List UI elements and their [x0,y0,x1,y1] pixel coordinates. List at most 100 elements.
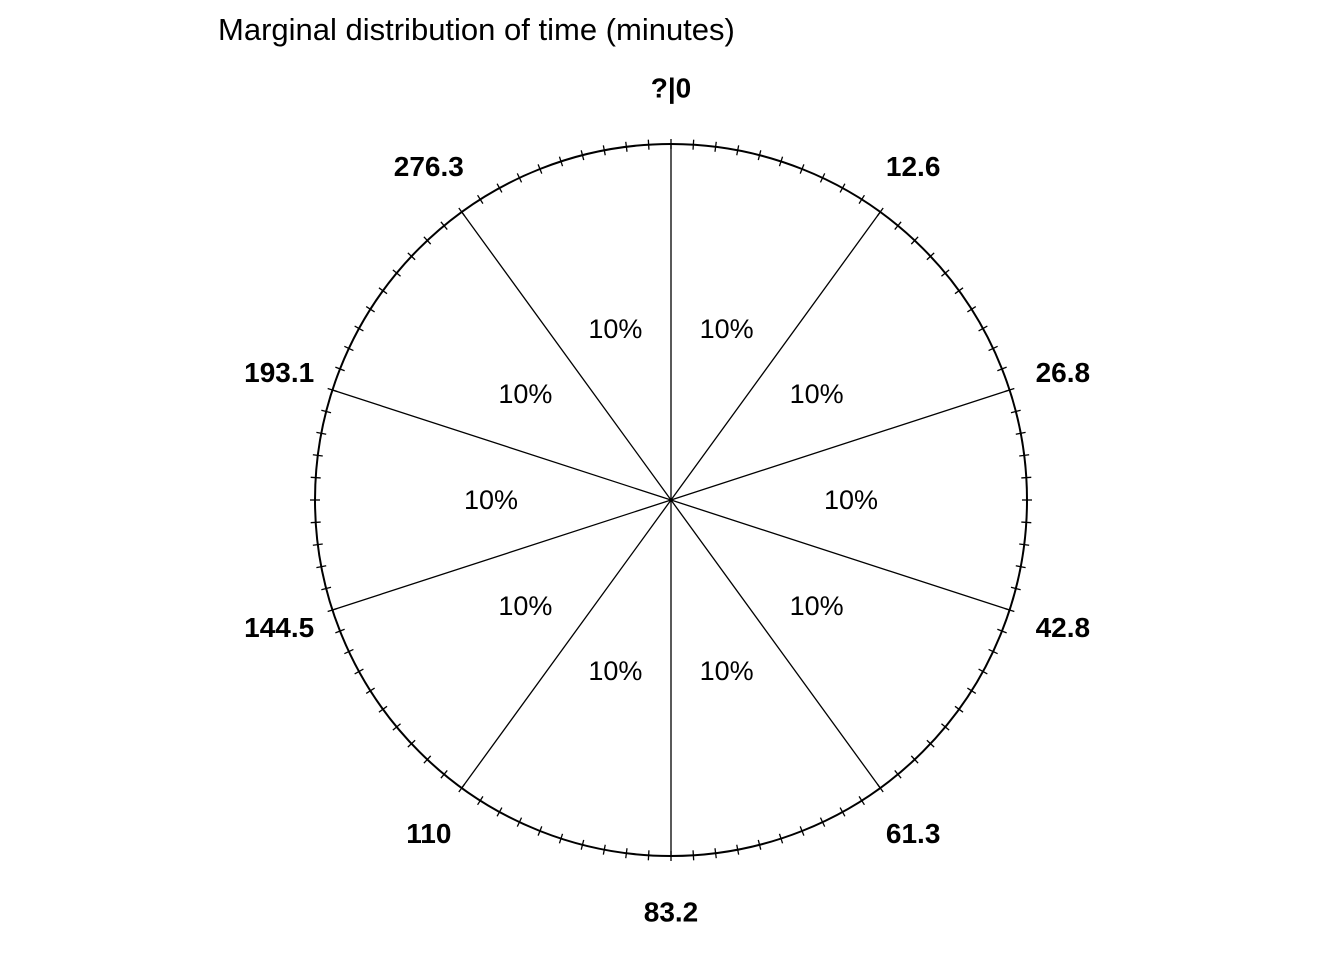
slice-label: 10% [498,379,552,409]
rim-tick [537,164,543,174]
rim-tick [988,345,998,352]
slice-label: 10% [700,314,754,344]
rim-tick [558,156,564,167]
boundary-label: 193.1 [244,357,314,388]
rim-tick [926,252,935,261]
rim-tick [819,173,826,183]
rim-tick [392,269,401,277]
rim-tick [310,521,321,524]
boundary-label: ?|0 [651,73,692,104]
rim-tick [602,145,606,156]
rim-tick [1010,586,1021,591]
boundary-spoke [670,499,881,789]
rim-tick [1019,543,1030,546]
chart-title: Marginal distribution of time (minutes) [218,12,735,47]
rim-tick [967,306,977,313]
rim-tick [1021,521,1032,524]
boundary-label: 83.2 [644,897,699,928]
boundary-label: 26.8 [1036,357,1091,388]
rim-tick [1021,476,1032,479]
rim-tick [647,139,650,150]
rim-tick [354,668,364,675]
rim-tick [1015,565,1026,569]
slice-label: 10% [824,485,878,515]
rim-tick [316,565,327,569]
rim-tick [997,628,1007,634]
rim-tick [997,366,1007,372]
rim-tick [954,287,964,295]
rim-tick [423,236,432,245]
rim-tick [440,221,448,230]
rim-tick [799,164,805,174]
rim-tick [321,409,332,414]
rim-tick [757,150,762,161]
rim-tick [580,839,585,850]
rim-tick [988,648,998,655]
slice-label: 10% [498,591,552,621]
rim-tick [344,345,354,352]
rim-tick [941,269,950,277]
rim-tick [926,739,935,748]
slice-label: 10% [588,656,642,686]
boundary-label: 12.6 [886,151,941,182]
boundary-spoke [670,211,881,501]
rim-tick [799,826,805,836]
rim-tick [954,705,964,713]
boundary-label: 42.8 [1036,612,1091,643]
rim-tick [580,150,585,161]
rim-tick [858,194,865,204]
boundary-label: 276.3 [394,151,464,182]
rim-tick [625,848,628,859]
rim-tick [736,844,740,855]
rim-tick [1019,454,1030,457]
rim-tick [378,287,388,295]
rim-tick [647,850,650,861]
rim-tick [978,668,988,675]
rim-tick [392,723,401,731]
rim-ticks [310,139,1032,861]
rim-tick [310,476,321,479]
rim-tick [537,826,543,836]
rim-tick [365,306,375,313]
slice-label: 10% [790,379,844,409]
rim-tick [1010,409,1021,414]
boundary-spoke [670,499,1010,611]
rim-tick [440,770,448,779]
slice-label: 10% [700,656,754,686]
rim-tick [344,648,354,655]
rim-tick [978,325,988,332]
rim-tick [736,145,740,156]
boundary-spoke [332,499,672,611]
rim-tick [692,139,695,150]
rim-tick [819,817,826,827]
rim-tick [839,807,846,817]
rim-tick [894,770,902,779]
rim-tick [312,543,323,546]
rim-tick [335,628,345,634]
boundary-label: 110 [406,818,451,849]
rim-tick [714,848,717,859]
boundary-label: 144.5 [244,612,314,643]
rim-tick [941,723,950,731]
boundary-label: 61.3 [886,818,941,849]
boundary-spoke [670,389,1010,501]
boundary-spoke [332,389,672,501]
rim-tick [839,183,846,193]
rim-tick [714,141,717,152]
slice-label: 10% [790,591,844,621]
rim-tick [910,236,919,245]
rim-tick [321,586,332,591]
slice-label: 10% [464,485,518,515]
rim-tick [516,173,523,183]
rim-tick [477,194,484,204]
boundary-spoke [461,211,672,501]
rim-tick [692,850,695,861]
rim-tick [858,796,865,806]
slice-boundaries [332,144,1010,856]
boundary-spoke [461,499,672,789]
rim-tick [516,817,523,827]
rim-tick [335,366,345,372]
rim-tick [602,844,606,855]
rim-tick [365,687,375,694]
